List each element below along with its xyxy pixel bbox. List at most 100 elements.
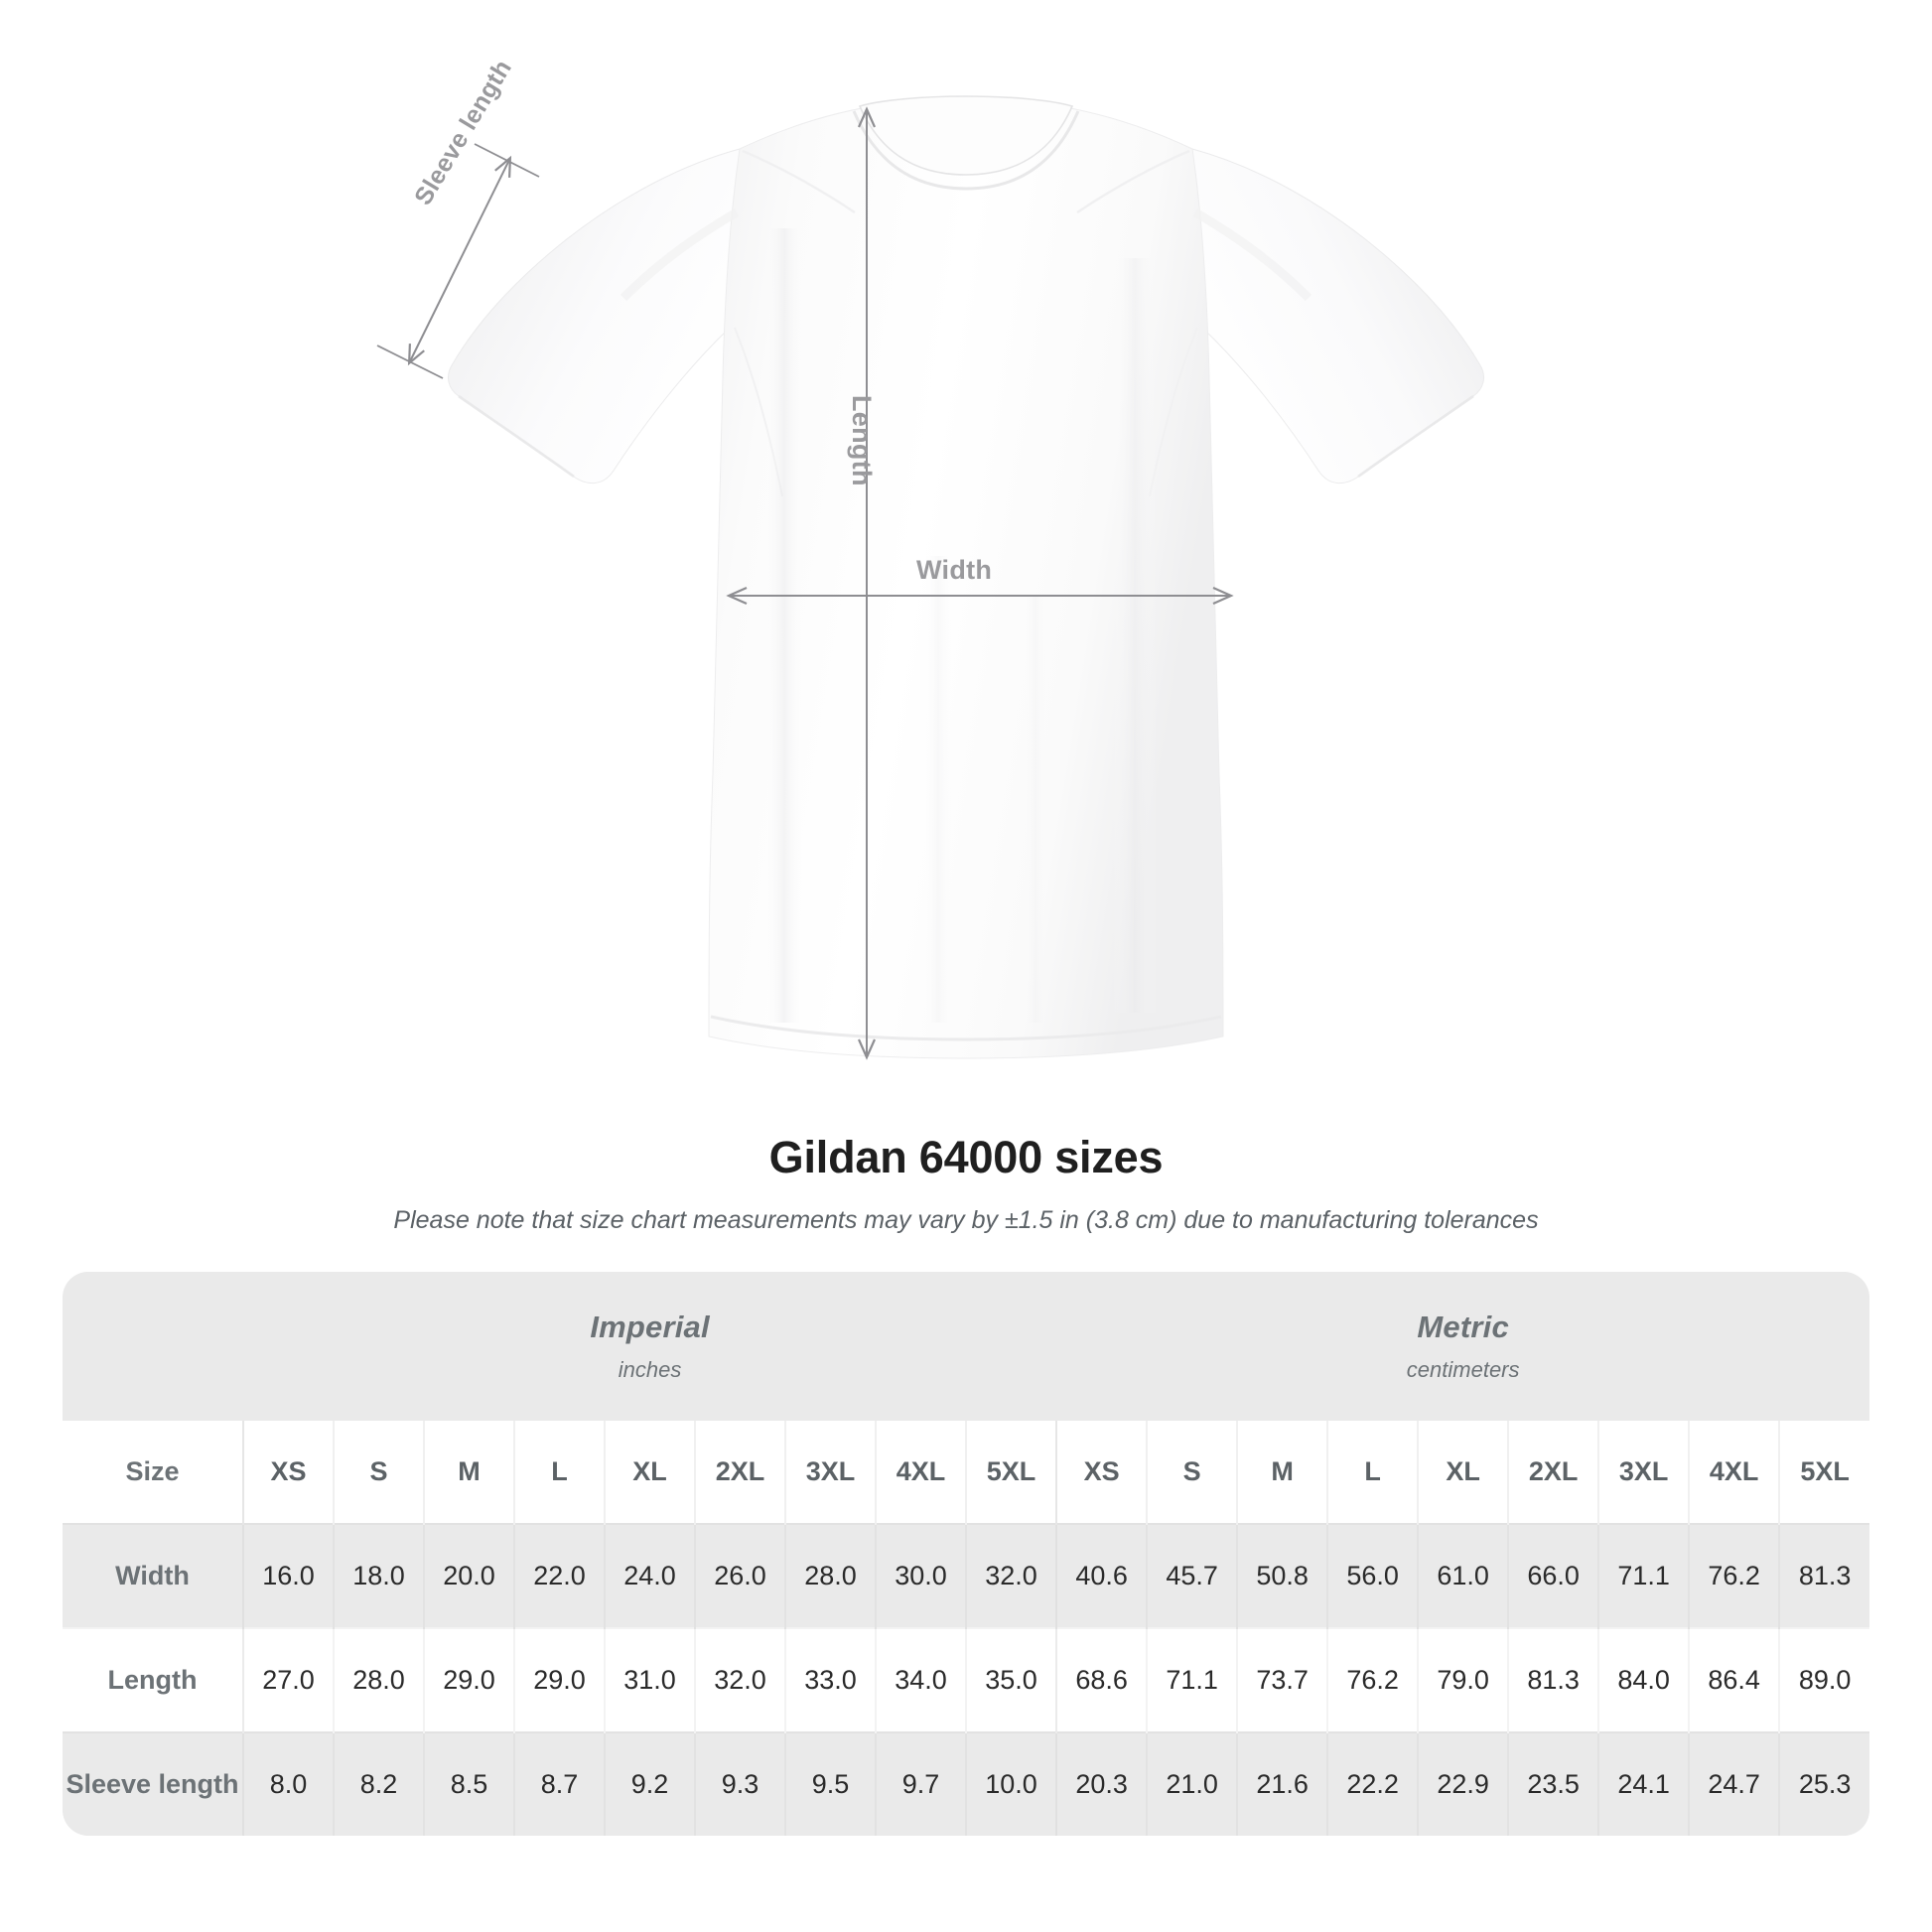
unit-group-spacer [63, 1272, 243, 1421]
unit-group-metric: Metric centimeters [1056, 1272, 1870, 1421]
size-header-metric-4xl: 4XL [1688, 1421, 1780, 1524]
cell-sleeve-imperial-5xl: 10.0 [964, 1731, 1057, 1836]
cell-length-imperial-l: 29.0 [513, 1627, 605, 1732]
unit-group-metric-unit: centimeters [1406, 1357, 1520, 1382]
size-header-metric-l: L [1326, 1421, 1419, 1524]
size-header-imperial-3xl: 3XL [784, 1421, 876, 1524]
cell-sleeve-metric-xs: 20.3 [1055, 1731, 1148, 1836]
size-header-metric-2xl: 2XL [1507, 1421, 1599, 1524]
length-label: Length [847, 395, 877, 486]
cell-width-imperial-3xl: 28.0 [784, 1523, 876, 1628]
size-header-imperial-m: M [423, 1421, 514, 1524]
cell-length-metric-xl: 79.0 [1417, 1627, 1509, 1732]
cell-length-imperial-2xl: 32.0 [694, 1627, 785, 1732]
cell-length-imperial-m: 29.0 [423, 1627, 514, 1732]
size-header-metric-5xl: 5XL [1778, 1421, 1870, 1524]
cell-length-imperial-s: 28.0 [333, 1627, 424, 1732]
size-header-imperial-xs: XS [242, 1421, 334, 1524]
size-header-metric-3xl: 3XL [1597, 1421, 1690, 1524]
cell-sleeve-imperial-3xl: 9.5 [784, 1731, 876, 1836]
cell-length-metric-5xl: 89.0 [1778, 1627, 1870, 1732]
cell-length-metric-4xl: 86.4 [1688, 1627, 1780, 1732]
cell-length-metric-l: 76.2 [1326, 1627, 1419, 1732]
cell-sleeve-metric-4xl: 24.7 [1688, 1731, 1780, 1836]
unit-group-header-row: Imperial inches Metric centimeters [63, 1272, 1870, 1421]
cell-width-metric-s: 45.7 [1146, 1523, 1238, 1628]
cell-length-metric-m: 73.7 [1236, 1627, 1328, 1732]
table-row: Sleeve length 8.0 8.2 8.5 8.7 9.2 9.3 9.… [63, 1731, 1870, 1836]
cell-width-metric-4xl: 76.2 [1688, 1523, 1780, 1628]
cell-sleeve-imperial-4xl: 9.7 [875, 1731, 966, 1836]
cell-sleeve-metric-m: 21.6 [1236, 1731, 1328, 1836]
size-chart-table-container: Imperial inches Metric centimeters Size … [63, 1272, 1870, 1836]
cell-length-metric-2xl: 81.3 [1507, 1627, 1599, 1732]
cell-length-metric-s: 71.1 [1146, 1627, 1238, 1732]
chart-caption: Gildan 64000 sizes Please note that size… [0, 1132, 1932, 1235]
size-header-imperial-5xl: 5XL [964, 1421, 1057, 1524]
cell-sleeve-imperial-xs: 8.0 [242, 1731, 334, 1836]
unit-group-imperial: Imperial inches [243, 1272, 1057, 1421]
size-header-imperial-2xl: 2XL [694, 1421, 785, 1524]
cell-width-metric-3xl: 71.1 [1597, 1523, 1690, 1628]
sleeve-length-dimension-arrow [407, 155, 512, 366]
cell-width-imperial-2xl: 26.0 [694, 1523, 785, 1628]
size-header-metric-xl: XL [1417, 1421, 1509, 1524]
cell-width-metric-5xl: 81.3 [1778, 1523, 1870, 1628]
size-header-metric-xs: XS [1055, 1421, 1148, 1524]
size-header-metric-m: M [1236, 1421, 1328, 1524]
size-header-imperial-l: L [513, 1421, 605, 1524]
tshirt-garment [448, 95, 1484, 1059]
row-label-length: Length [63, 1627, 243, 1732]
width-label: Width [916, 555, 993, 585]
cell-sleeve-imperial-2xl: 9.3 [694, 1731, 785, 1836]
size-chart-table: Imperial inches Metric centimeters Size … [63, 1272, 1870, 1836]
tshirt-illustration: Sleeve length Length Width [376, 56, 1484, 1060]
tolerance-note: Please note that size chart measurements… [393, 1205, 1539, 1234]
cell-sleeve-imperial-l: 8.7 [513, 1731, 605, 1836]
size-corner-label: Size [63, 1421, 243, 1524]
cell-length-imperial-4xl: 34.0 [875, 1627, 966, 1732]
cell-sleeve-metric-xl: 22.9 [1417, 1731, 1509, 1836]
cell-width-metric-2xl: 66.0 [1507, 1523, 1599, 1628]
size-header-imperial-4xl: 4XL [875, 1421, 966, 1524]
cell-width-metric-l: 56.0 [1326, 1523, 1419, 1628]
row-label-width: Width [63, 1523, 243, 1628]
size-header-imperial-xl: XL [604, 1421, 695, 1524]
cell-width-imperial-s: 18.0 [333, 1523, 424, 1628]
cell-length-imperial-xl: 31.0 [604, 1627, 695, 1732]
cell-length-imperial-3xl: 33.0 [784, 1627, 876, 1732]
cell-sleeve-imperial-m: 8.5 [423, 1731, 514, 1836]
sleeve-tick-bottom [376, 345, 444, 379]
cell-width-metric-m: 50.8 [1236, 1523, 1328, 1628]
table-row: Length 27.0 28.0 29.0 29.0 31.0 32.0 33.… [63, 1627, 1870, 1732]
sleeve-tick-top [474, 143, 540, 178]
unit-group-imperial-name: Imperial [590, 1310, 710, 1344]
table-row: Width 16.0 18.0 20.0 22.0 24.0 26.0 28.0… [63, 1523, 1870, 1628]
cell-sleeve-imperial-s: 8.2 [333, 1731, 424, 1836]
unit-group-imperial-unit: inches [618, 1357, 682, 1382]
cell-width-imperial-5xl: 32.0 [964, 1523, 1057, 1628]
cell-sleeve-metric-3xl: 24.1 [1597, 1731, 1690, 1836]
cell-width-imperial-4xl: 30.0 [875, 1523, 966, 1628]
cell-length-imperial-5xl: 35.0 [964, 1627, 1057, 1732]
tshirt-diagram-svg [376, 95, 1484, 1060]
cell-sleeve-metric-2xl: 23.5 [1507, 1731, 1599, 1836]
cell-length-imperial-xs: 27.0 [242, 1627, 334, 1732]
cell-width-imperial-m: 20.0 [423, 1523, 514, 1628]
cell-width-metric-xs: 40.6 [1055, 1523, 1148, 1628]
cell-sleeve-metric-5xl: 25.3 [1778, 1731, 1870, 1836]
cell-sleeve-imperial-xl: 9.2 [604, 1731, 695, 1836]
size-header-metric-s: S [1146, 1421, 1238, 1524]
row-label-sleeve-length: Sleeve length [63, 1731, 243, 1836]
unit-group-metric-name: Metric [1417, 1310, 1509, 1344]
cell-width-metric-xl: 61.0 [1417, 1523, 1509, 1628]
cell-length-metric-xs: 68.6 [1055, 1627, 1148, 1732]
size-header-imperial-s: S [333, 1421, 424, 1524]
cell-length-metric-3xl: 84.0 [1597, 1627, 1690, 1732]
cell-sleeve-metric-l: 22.2 [1326, 1731, 1419, 1836]
size-header-row: Size XS S M L XL 2XL 3XL 4XL 5XL XS S M … [63, 1421, 1870, 1524]
cell-width-imperial-xl: 24.0 [604, 1523, 695, 1628]
cell-width-imperial-xs: 16.0 [242, 1523, 334, 1628]
measurement-guides [376, 106, 1234, 1060]
cell-width-imperial-l: 22.0 [513, 1523, 605, 1628]
